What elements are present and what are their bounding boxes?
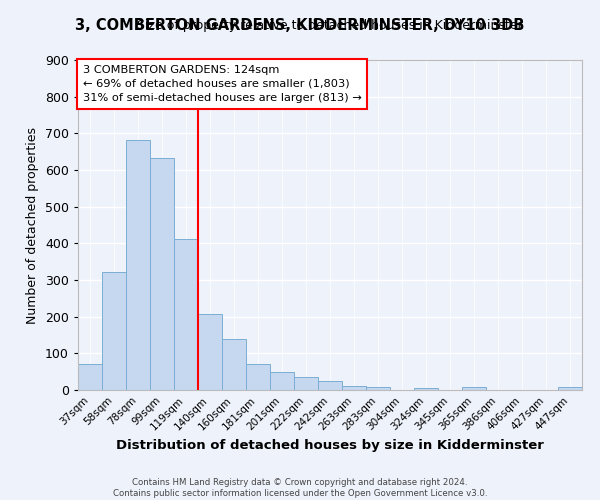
- Bar: [462, 387, 486, 390]
- Bar: [78, 364, 102, 390]
- Text: 3, COMBERTON GARDENS, KIDDERMINSTER, DY10 3DB: 3, COMBERTON GARDENS, KIDDERMINSTER, DY1…: [76, 18, 524, 32]
- Bar: [558, 387, 582, 390]
- Bar: [102, 272, 126, 390]
- Text: Contains HM Land Registry data © Crown copyright and database right 2024.
Contai: Contains HM Land Registry data © Crown c…: [113, 478, 487, 498]
- Bar: [366, 387, 390, 390]
- Bar: [126, 140, 150, 390]
- Bar: [342, 386, 366, 390]
- Bar: [294, 377, 318, 390]
- Bar: [222, 340, 246, 390]
- Bar: [414, 388, 438, 390]
- Bar: [150, 158, 174, 390]
- Bar: [198, 314, 222, 390]
- Title: Size of property relative to detached houses in Kidderminster: Size of property relative to detached ho…: [137, 20, 523, 32]
- Text: 3 COMBERTON GARDENS: 124sqm
← 69% of detached houses are smaller (1,803)
31% of : 3 COMBERTON GARDENS: 124sqm ← 69% of det…: [83, 65, 362, 103]
- Bar: [174, 240, 198, 390]
- Y-axis label: Number of detached properties: Number of detached properties: [26, 126, 40, 324]
- X-axis label: Distribution of detached houses by size in Kidderminster: Distribution of detached houses by size …: [116, 438, 544, 452]
- Bar: [246, 364, 270, 390]
- Bar: [318, 381, 342, 390]
- Bar: [270, 372, 294, 390]
